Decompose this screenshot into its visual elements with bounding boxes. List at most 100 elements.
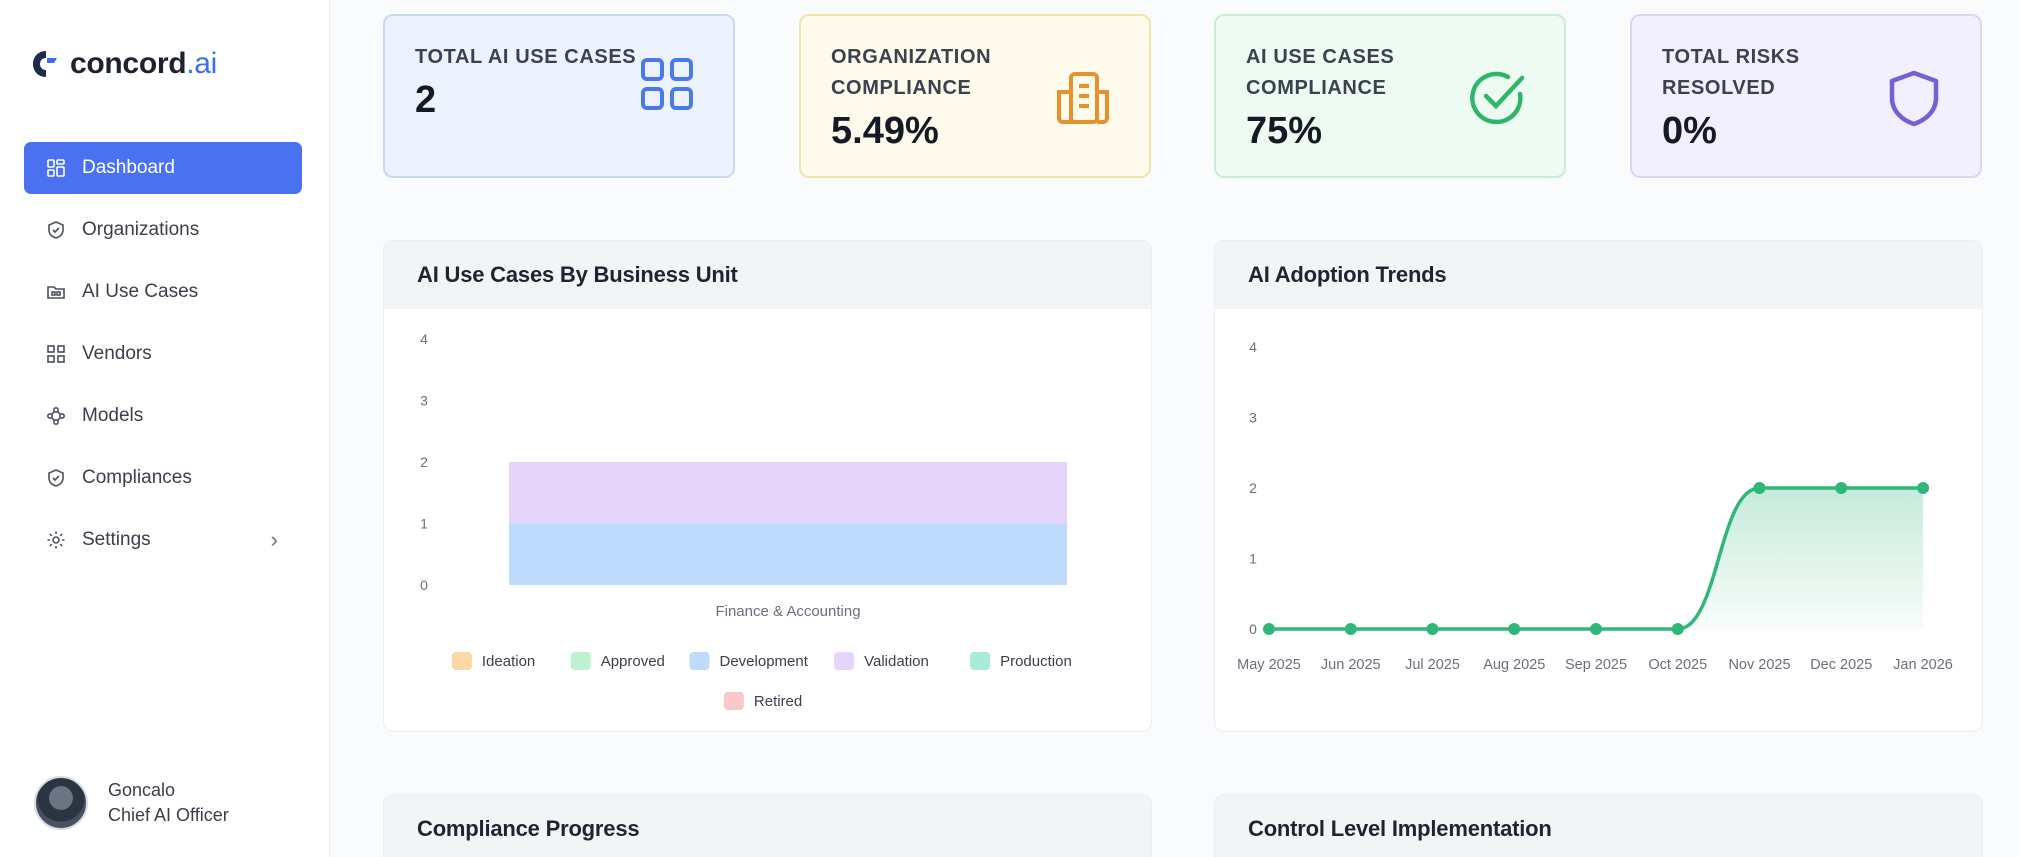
user-info: Goncalo Chief AI Officer xyxy=(108,780,229,826)
legend-item[interactable]: Production xyxy=(970,652,1072,670)
legend-item[interactable]: Retired xyxy=(723,692,802,710)
sidebar-item-dashboard[interactable]: Dashboard xyxy=(24,142,302,194)
sidebar-item-label: Compliances xyxy=(82,467,192,488)
grid-icon xyxy=(641,58,693,110)
bar-segment-development[interactable] xyxy=(509,523,1067,586)
gear-icon xyxy=(46,530,66,550)
kpi-card-total-use-cases[interactable]: TOTAL AI USE CASES 2 xyxy=(383,14,735,178)
kpi-value: 75% xyxy=(1246,110,1323,152)
legend-swatch xyxy=(451,652,472,670)
trend-line xyxy=(1268,486,1923,631)
legend-label: Approved xyxy=(601,653,665,670)
y-tick-label: 2 xyxy=(420,454,428,470)
x-tick-label: Jun 2025 xyxy=(1321,657,1381,673)
y-tick-label: 4 xyxy=(420,331,428,347)
sidebar-item-label: Settings xyxy=(82,529,151,550)
user-name: Goncalo xyxy=(108,780,176,800)
adoption-trends-chart: 0 1 2 3 4 May 2025 Jun 2025 Jul 2025 Aug 2025 Sep… xyxy=(1237,339,1953,673)
adoption-trends-panel: AI Adoption Trends 0 1 2 3 4 May 2025 Jun 2025… xyxy=(1214,240,1983,732)
y-tick-label: 1 xyxy=(420,516,428,532)
x-tick-label: Nov 2025 xyxy=(1728,657,1790,673)
legend-swatch xyxy=(723,692,744,710)
nodes-icon xyxy=(46,406,66,426)
shield-icon xyxy=(1889,70,1939,127)
user-role: Chief AI Officer xyxy=(108,805,229,825)
brand-name: concord.ai xyxy=(70,47,218,80)
shield-check-icon xyxy=(46,468,66,488)
legend-item[interactable]: Approved xyxy=(570,652,665,670)
legend-label: Retired xyxy=(754,693,802,710)
legend-swatch xyxy=(689,652,710,670)
business-unit-chart: 0 1 2 3 4 Finance & Accounting Ideation Approve… xyxy=(420,331,1072,710)
x-tick-label: Finance & Accounting xyxy=(715,603,860,620)
y-tick-label: 1 xyxy=(1249,551,1257,567)
panel-title: AI Use Cases By Business Unit xyxy=(384,241,1151,309)
x-tick-label: Sep 2025 xyxy=(1565,657,1627,673)
folder-icon xyxy=(46,282,66,302)
legend-item[interactable]: Ideation xyxy=(451,652,535,670)
kpi-label: TOTAL AI USE CASES xyxy=(415,46,637,68)
trend-point[interactable] xyxy=(1590,623,1602,635)
avatar[interactable] xyxy=(34,776,88,830)
dashboard-icon xyxy=(46,158,66,178)
legend-swatch xyxy=(570,652,591,670)
sidebar: concord.ai Dashboard Organizations AI Us… xyxy=(0,0,330,857)
legend-item[interactable]: Validation xyxy=(834,652,929,670)
brand-logo[interactable]: concord.ai xyxy=(30,44,217,84)
sidebar-nav: Dashboard Organizations AI Use Cases Ven… xyxy=(24,142,302,576)
sidebar-item-organizations[interactable]: Organizations xyxy=(24,204,302,256)
sidebar-item-settings[interactable]: Settings › xyxy=(24,514,302,566)
user-profile[interactable]: Goncalo Chief AI Officer xyxy=(34,776,229,830)
legend-label: Ideation xyxy=(482,653,535,670)
concord-logo-icon xyxy=(33,51,57,77)
kpi-label: AI USE CASES COMPLIANCE xyxy=(1246,46,1395,99)
kpi-card-organization-compliance[interactable]: ORGANIZATION COMPLIANCE 5.49% xyxy=(799,14,1151,178)
grid-icon xyxy=(46,344,66,364)
kpi-value: 5.49% xyxy=(831,110,939,152)
legend-label: Production xyxy=(1000,653,1072,670)
legend-swatch xyxy=(834,652,855,670)
sidebar-item-label: Vendors xyxy=(82,343,152,364)
panel-title: Compliance Progress xyxy=(384,795,1151,857)
sidebar-item-vendors[interactable]: Vendors xyxy=(24,328,302,380)
x-tick-label: Dec 2025 xyxy=(1810,657,1872,673)
kpi-label: ORGANIZATION COMPLIANCE xyxy=(831,46,992,99)
trend-point[interactable] xyxy=(1835,482,1848,494)
trend-point[interactable] xyxy=(1753,482,1766,494)
chevron-right-icon[interactable]: › xyxy=(270,527,278,552)
bar-segment-validation[interactable] xyxy=(509,462,1067,524)
y-tick-label: 4 xyxy=(1249,339,1257,355)
kpi-card-ai-use-cases-compliance[interactable]: AI USE CASES COMPLIANCE 75% xyxy=(1214,14,1566,178)
y-tick-label: 3 xyxy=(420,393,428,409)
trend-point[interactable] xyxy=(1508,623,1521,635)
trend-point[interactable] xyxy=(1263,623,1275,635)
panel-title: Control Level Implementation xyxy=(1215,795,1982,857)
sidebar-item-ai-use-cases[interactable]: AI Use Cases xyxy=(24,266,302,318)
sidebar-item-label: Organizations xyxy=(82,219,200,240)
kpi-label: TOTAL RISKS RESOLVED xyxy=(1662,46,1800,99)
x-tick-label: May 2025 xyxy=(1237,657,1301,673)
shield-icon xyxy=(46,220,66,240)
legend-label: Validation xyxy=(864,653,929,670)
sidebar-item-label: Dashboard xyxy=(82,157,175,178)
legend-label: Development xyxy=(720,653,809,670)
x-tick-label: Jan 2026 xyxy=(1893,657,1953,673)
legend-item[interactable]: Development xyxy=(689,652,809,670)
trend-point[interactable] xyxy=(1426,623,1439,635)
legend-swatch xyxy=(970,652,991,670)
x-tick-label: Oct 2025 xyxy=(1648,657,1707,673)
trend-area xyxy=(1269,488,1923,629)
panel-title: AI Adoption Trends xyxy=(1215,241,1982,309)
kpi-card-total-risks-resolved[interactable]: TOTAL RISKS RESOLVED 0% xyxy=(1630,14,1982,178)
y-tick-label: 0 xyxy=(1249,621,1257,637)
y-tick-label: 2 xyxy=(1249,480,1257,496)
x-tick-label: Aug 2025 xyxy=(1483,657,1545,673)
check-circle-icon xyxy=(1470,71,1525,125)
building-icon xyxy=(1057,72,1109,124)
trend-point[interactable] xyxy=(1344,623,1357,635)
trend-point[interactable] xyxy=(1671,623,1684,635)
sidebar-item-models[interactable]: Models xyxy=(24,390,302,442)
trend-point[interactable] xyxy=(1917,482,1929,494)
sidebar-item-compliances[interactable]: Compliances xyxy=(24,452,302,504)
control-level-panel: Control Level Implementation xyxy=(1214,794,1983,857)
